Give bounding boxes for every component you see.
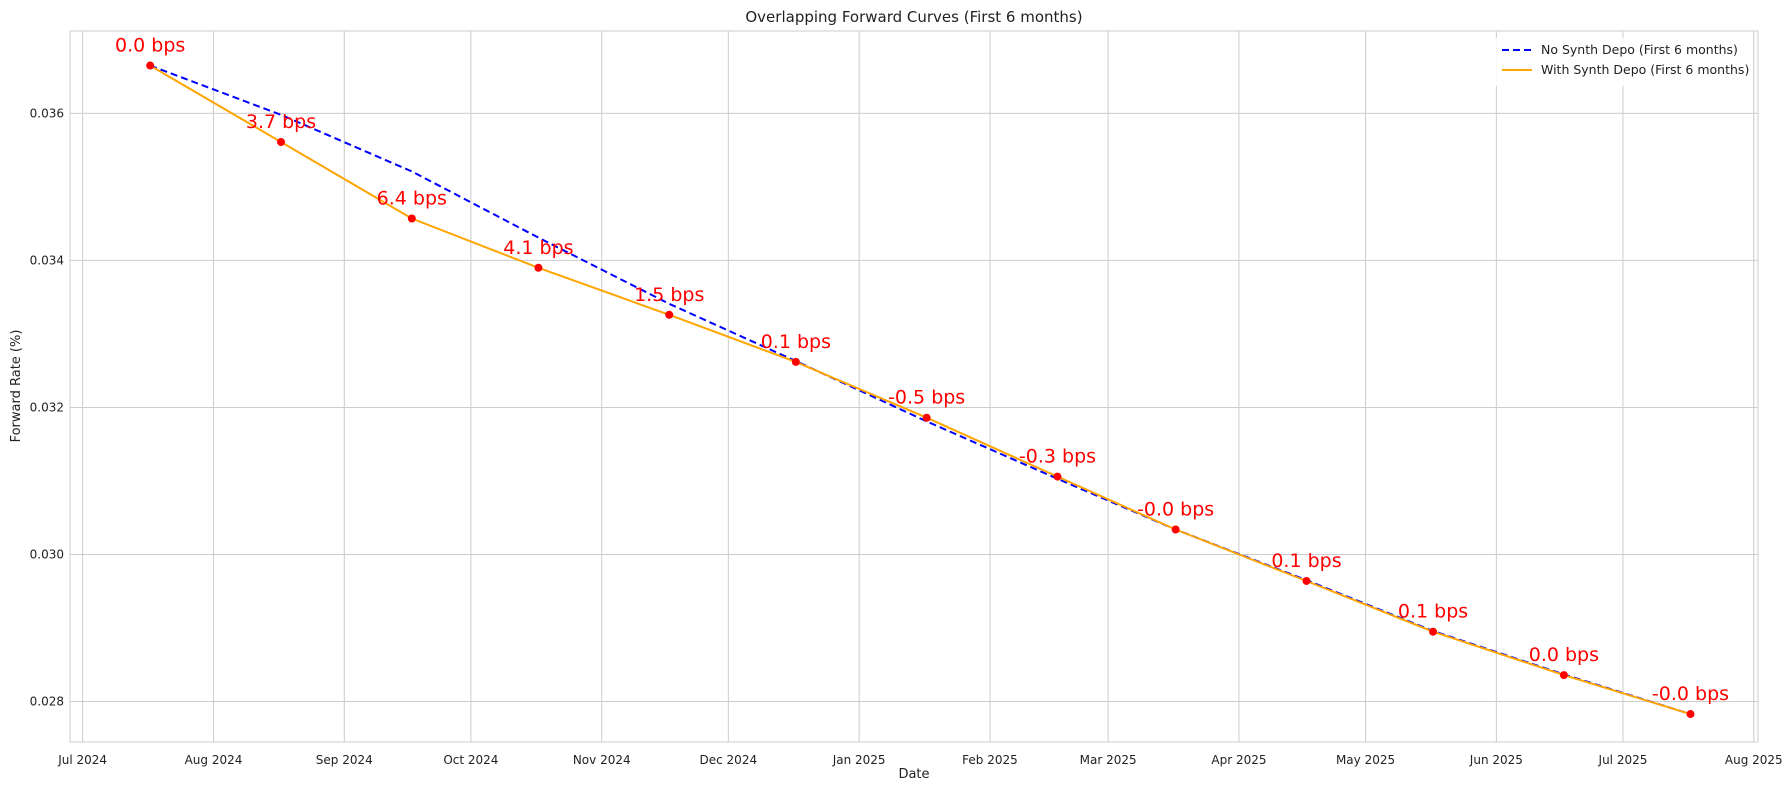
y-tick-label: 0.036 — [30, 106, 64, 120]
x-tick-label: Jul 2025 — [1598, 753, 1648, 767]
bps-annotation: -0.5 bps — [888, 387, 965, 409]
legend-box — [1488, 38, 1750, 86]
bps-annotation: -0.3 bps — [1019, 446, 1096, 468]
data-point — [791, 357, 800, 366]
legend-label-no-synth: No Synth Depo (First 6 months) — [1541, 42, 1738, 57]
x-tick-label: Feb 2025 — [962, 753, 1018, 767]
x-tick-label: May 2025 — [1336, 753, 1395, 767]
x-tick-label: Mar 2025 — [1080, 753, 1137, 767]
x-tick-label: Nov 2024 — [573, 753, 631, 767]
x-tick-label: Aug 2024 — [185, 753, 243, 767]
data-point — [407, 214, 416, 223]
data-point — [1429, 627, 1438, 636]
data-point — [1686, 710, 1695, 719]
x-tick-label: Dec 2024 — [700, 753, 758, 767]
bps-annotation: 3.7 bps — [246, 111, 316, 133]
x-tick-label: Oct 2024 — [443, 753, 498, 767]
legend-label-with-synth: With Synth Depo (First 6 months) — [1541, 62, 1749, 77]
bps-annotation: 6.4 bps — [377, 187, 447, 209]
x-axis-label: Date — [898, 767, 929, 782]
bps-annotation: 0.0 bps — [1529, 644, 1599, 666]
bps-annotation: 0.0 bps — [115, 35, 185, 57]
data-point — [1559, 671, 1568, 680]
x-tick-label: Jan 2025 — [832, 753, 886, 767]
bps-annotation: 0.1 bps — [1271, 550, 1341, 572]
y-tick-label: 0.034 — [30, 253, 64, 267]
bps-annotation: -0.0 bps — [1652, 683, 1729, 705]
data-point — [146, 61, 155, 70]
y-axis-label: Forward Rate (%) — [9, 330, 24, 443]
bps-annotation: 1.5 bps — [634, 284, 704, 306]
legend: No Synth Depo (First 6 months) With Synt… — [1488, 38, 1750, 86]
x-axis-ticks: Jul 2024 Aug 2024 Sep 2024 Oct 2024 Nov 2024… — [57, 753, 1782, 767]
bps-annotation: 4.1 bps — [503, 237, 573, 259]
y-tick-label: 0.030 — [30, 548, 64, 562]
difference-annotations: 0.0 bps 3.7 bps 6.4 bps 4.1 bps 1.5 bps 0.1 b… — [115, 35, 1729, 706]
x-tick-label: Jun 2025 — [1469, 753, 1523, 767]
x-tick-label: Apr 2025 — [1211, 753, 1266, 767]
x-tick-label: Aug 2025 — [1725, 753, 1783, 767]
data-point — [1171, 525, 1180, 534]
bps-annotation: 0.1 bps — [761, 331, 831, 353]
data-point — [534, 263, 543, 272]
data-points — [146, 61, 1695, 719]
grid-lines — [70, 31, 1758, 742]
x-tick-label: Sep 2024 — [316, 753, 373, 767]
y-axis-ticks: 0.028 0.030 0.032 0.034 0.036 — [30, 106, 64, 708]
y-tick-label: 0.028 — [30, 695, 64, 709]
plot-frame — [69, 30, 1759, 743]
data-point — [665, 310, 674, 319]
data-point — [1053, 472, 1062, 481]
data-point — [1302, 576, 1311, 585]
bps-annotation: -0.0 bps — [1137, 499, 1214, 521]
x-tick-label: Jul 2024 — [57, 753, 107, 767]
data-point — [922, 413, 931, 422]
chart-title: Overlapping Forward Curves (First 6 mont… — [745, 8, 1082, 26]
bps-annotation: 0.1 bps — [1398, 601, 1468, 623]
data-point — [277, 138, 285, 147]
y-tick-label: 0.032 — [30, 400, 64, 414]
